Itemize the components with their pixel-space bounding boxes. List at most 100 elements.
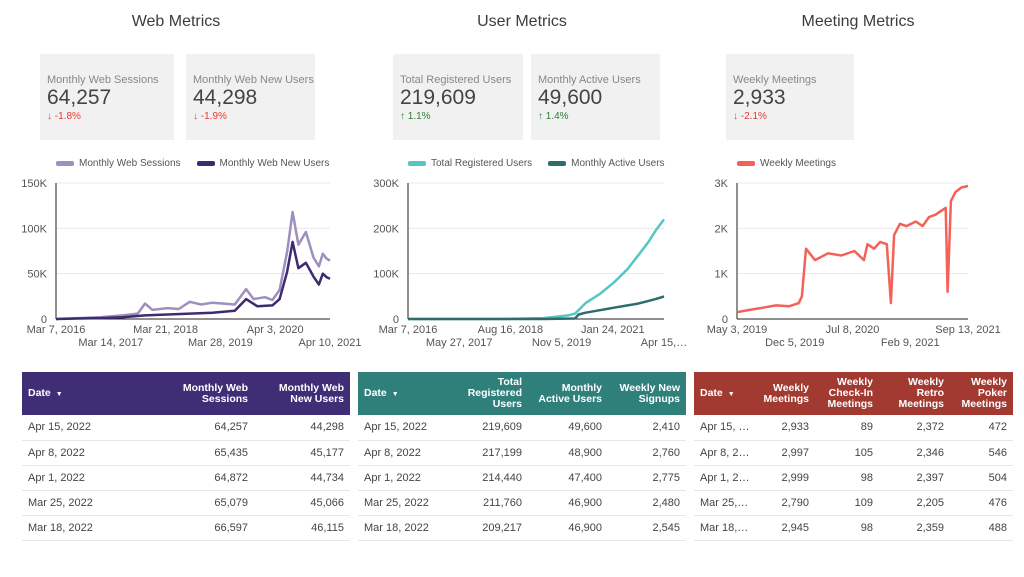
web-metrics-table: Date ▼ Monthly Web Sessions Monthly Web N…: [22, 372, 350, 541]
column-header[interactable]: Weekly Retro Meetings: [898, 376, 944, 410]
cell-date: Mar 25, 2022: [22, 490, 162, 516]
cell-value: 45,177: [254, 440, 350, 466]
cell-value: 2,999: [756, 465, 815, 491]
scorecard-delta: ↑ 1.1%: [400, 111, 431, 122]
scorecard-monthly-active[interactable]: Monthly Active Users 49,600 ↑ 1.4%: [531, 54, 660, 140]
web-chart-legend: Monthly Web Sessions Monthly Web New Use…: [56, 158, 329, 169]
scorecard-delta: ↓ -1.8%: [47, 111, 81, 122]
cell-value: 49,600: [528, 415, 608, 441]
column-header-date[interactable]: Date ▼: [700, 386, 735, 399]
x-tick-label: Mar 21, 2018: [133, 324, 198, 336]
cell-value: 48,900: [528, 440, 608, 466]
cell-value: 64,872: [162, 465, 254, 491]
table-row[interactable]: Apr 15, 2022 64,257 44,298: [22, 415, 350, 441]
cell-value: 89: [815, 415, 879, 441]
series-line: [736, 184, 969, 314]
column-header[interactable]: Weekly Poker Meetings: [961, 376, 1007, 410]
cell-date: Apr 1, 2022: [358, 465, 450, 491]
column-header[interactable]: Monthly Active Users: [538, 381, 602, 405]
legend-item-weekly-meetings[interactable]: Weekly Meetings: [737, 158, 836, 169]
cell-value: 2,480: [608, 490, 686, 516]
sort-down-icon: ▼: [727, 390, 735, 398]
cell-value: 2,359: [879, 515, 950, 541]
cell-value: 105: [815, 440, 879, 466]
x-tick-label: Aug 16, 2018: [478, 324, 543, 336]
column-header[interactable]: Weekly New Signups: [619, 381, 680, 405]
table-row[interactable]: Apr 15, 2… 2,933 89 2,372 472: [694, 415, 1013, 441]
x-tick-label: Nov 5, 2019: [532, 337, 591, 349]
cell-value: 2,760: [608, 440, 686, 466]
cell-date: Apr 8, 20…: [694, 440, 756, 466]
cell-value: 217,199: [450, 440, 528, 466]
scorecard-value: 49,600: [538, 86, 603, 109]
column-header[interactable]: Weekly Check-In Meetings: [827, 376, 873, 410]
cell-value: 46,900: [528, 490, 608, 516]
x-tick-label: May 27, 2017: [426, 337, 493, 349]
cell-value: 214,440: [450, 465, 528, 491]
column-header-date[interactable]: Date ▼: [28, 386, 63, 399]
x-tick-label: Sep 13, 2021: [935, 324, 1000, 336]
legend-item-web-new-users[interactable]: Monthly Web New Users: [196, 158, 329, 169]
scorecard-value: 2,933: [733, 86, 786, 109]
scorecard-value: 219,609: [400, 86, 476, 109]
table-row[interactable]: Mar 18, 2022 209,217 46,900 2,545: [358, 515, 686, 541]
series-line: [408, 218, 665, 321]
cell-value: 98: [815, 465, 879, 491]
column-header[interactable]: Total Registered Users: [467, 376, 522, 410]
x-tick-label: Feb 9, 2021: [881, 337, 940, 349]
cell-date: Mar 18, 2022: [22, 515, 162, 541]
column-header-date[interactable]: Date ▼: [364, 386, 399, 399]
cell-value: 66,597: [162, 515, 254, 541]
table-row[interactable]: Apr 1, 2022 214,440 47,400 2,775: [358, 465, 686, 491]
table-row[interactable]: Apr 15, 2022 219,609 49,600 2,410: [358, 415, 686, 441]
scorecard-web-sessions[interactable]: Monthly Web Sessions 64,257 ↓ -1.8%: [40, 54, 174, 140]
y-tick-label: 100K: [373, 269, 399, 281]
column-header[interactable]: Weekly Meetings: [763, 381, 809, 405]
scorecard-total-registered[interactable]: Total Registered Users 219,609 ↑ 1.1%: [393, 54, 523, 140]
arrow-up-icon: ↑: [400, 111, 405, 122]
meeting-chart-legend: Weekly Meetings: [737, 158, 836, 169]
cell-date: Mar 25, 2022: [358, 490, 450, 516]
table-row[interactable]: Mar 25, … 2,790 109 2,205 476: [694, 490, 1013, 516]
arrow-up-icon: ↑: [538, 111, 543, 122]
cell-value: 44,734: [254, 465, 350, 491]
sort-down-icon: ▼: [55, 390, 63, 398]
cell-date: Apr 1, 2022: [22, 465, 162, 491]
cell-value: 98: [815, 515, 879, 541]
cell-date: Apr 1, 20…: [694, 465, 756, 491]
column-header[interactable]: Monthly Web New Users: [278, 381, 344, 405]
table-row[interactable]: Apr 1, 2022 64,872 44,734: [22, 465, 350, 491]
scorecard-weekly-meetings[interactable]: Weekly Meetings 2,933 ↓ -2.1%: [726, 54, 854, 140]
legend-swatch: [737, 161, 755, 166]
table-row[interactable]: Apr 8, 20… 2,997 105 2,346 546: [694, 440, 1013, 466]
table-row[interactable]: Mar 25, 2022 211,760 46,900 2,480: [358, 490, 686, 516]
user-chart-legend: Total Registered Users Monthly Active Us…: [408, 158, 665, 169]
arrow-down-icon: ↓: [193, 111, 198, 122]
cell-value: 546: [950, 440, 1013, 466]
scorecard-label: Monthly Web Sessions: [47, 74, 159, 86]
table-row[interactable]: Mar 18, … 2,945 98 2,359 488: [694, 515, 1013, 541]
meeting-metrics-section: Meeting Metrics Weekly Meetings 2,933 ↓ …: [692, 0, 1024, 577]
cell-value: 488: [950, 515, 1013, 541]
table-row[interactable]: Apr 8, 2022 65,435 45,177: [22, 440, 350, 466]
table-row[interactable]: Apr 8, 2022 217,199 48,900 2,760: [358, 440, 686, 466]
series-line: [55, 240, 331, 321]
web-metrics-section: Web Metrics Monthly Web Sessions 64,257 …: [0, 0, 362, 577]
scorecard-label: Monthly Active Users: [538, 74, 641, 86]
legend-item-total-registered[interactable]: Total Registered Users: [408, 158, 532, 169]
table-row[interactable]: Mar 18, 2022 66,597 46,115: [22, 515, 350, 541]
legend-item-web-sessions[interactable]: Monthly Web Sessions: [56, 158, 181, 169]
y-tick-label: 50K: [27, 269, 47, 281]
y-tick-label: 0: [41, 314, 47, 326]
scorecard-web-new-users[interactable]: Monthly Web New Users 44,298 ↓ -1.9%: [186, 54, 315, 140]
table-row[interactable]: Apr 1, 20… 2,999 98 2,397 504: [694, 465, 1013, 491]
x-tick-label: Mar 14, 2017: [78, 337, 143, 349]
column-header[interactable]: Monthly Web Sessions: [182, 381, 248, 405]
legend-item-monthly-active[interactable]: Monthly Active Users: [548, 158, 665, 169]
cell-value: 211,760: [450, 490, 528, 516]
user-metrics-title: User Metrics: [477, 13, 567, 30]
table-row[interactable]: Mar 25, 2022 65,079 45,066: [22, 490, 350, 516]
